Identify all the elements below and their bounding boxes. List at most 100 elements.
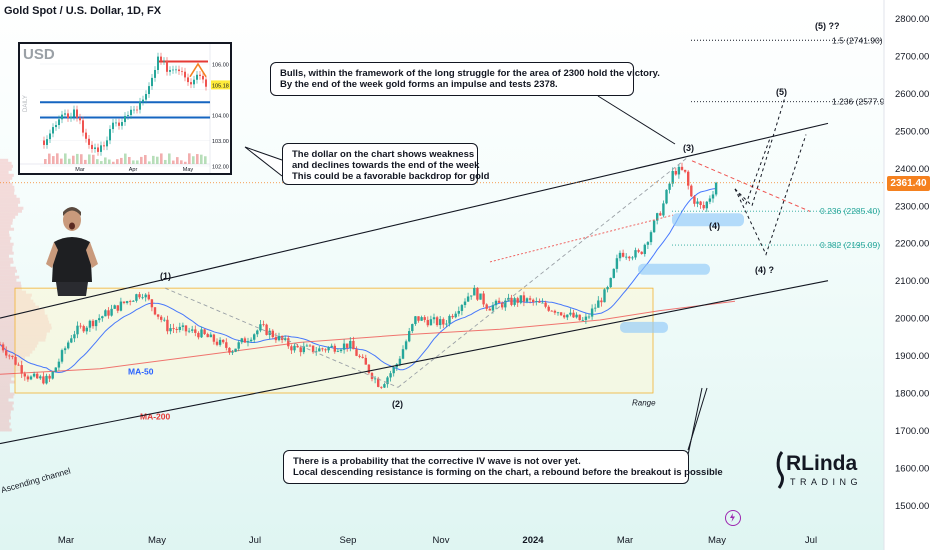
volume-profile-bar	[0, 203, 19, 207]
inset-candle-body	[76, 109, 78, 118]
candle-body	[119, 301, 123, 311]
candle-body	[377, 378, 380, 387]
inset-candle-body	[154, 69, 156, 78]
volume-profile-bar	[0, 290, 27, 294]
candle-body	[411, 324, 414, 332]
volume-profile-bar	[0, 251, 14, 255]
inset-y-tick: 104.00	[212, 114, 229, 120]
volume-profile-bar	[0, 221, 13, 225]
inset-candle-body	[106, 140, 108, 147]
inset-volume-bar	[112, 161, 115, 164]
candle-body	[67, 342, 70, 349]
projection-path-b	[734, 138, 771, 205]
candle-body	[166, 319, 169, 332]
candle-body	[587, 316, 591, 318]
candle-body	[302, 346, 305, 353]
inset-candle-body	[139, 101, 141, 110]
wave-connector	[164, 287, 399, 388]
usd-inset-chart: USD DAILY 106.00 105.18 104.00 103.00 102.00…	[18, 42, 232, 175]
candle-body	[0, 344, 2, 346]
inset-candle-body	[184, 71, 186, 78]
candle-body	[485, 304, 488, 309]
inset-volume-bar	[72, 155, 75, 164]
corrective-callout-line-1: There is a probability that the correcti…	[293, 456, 581, 467]
candle-body	[116, 305, 119, 311]
inset-candle-body	[118, 122, 120, 126]
inset-candle-body	[130, 109, 132, 116]
volume-profile-bar	[0, 341, 39, 345]
candle-body	[20, 365, 23, 374]
candle-body	[637, 250, 640, 252]
lightning-icon[interactable]	[725, 510, 741, 526]
candle-body	[274, 337, 278, 341]
support-zone	[638, 263, 710, 275]
candle-body	[138, 294, 141, 298]
volume-profile-bar	[0, 350, 33, 354]
callout-tail	[687, 387, 703, 456]
volume-profile-bar	[0, 368, 21, 372]
inset-candle-body	[196, 74, 198, 80]
callout-tail	[244, 146, 283, 177]
candle-body	[160, 316, 163, 320]
inset-projection-arrow	[189, 62, 207, 78]
channel-upper-line	[0, 122, 829, 319]
inset-candle-body	[175, 69, 177, 71]
inset-volume-bar	[140, 156, 143, 164]
candle-body	[336, 351, 340, 352]
candle-body	[243, 338, 247, 343]
candle-body	[646, 242, 650, 245]
time-tick-label: May	[708, 535, 726, 546]
price-tick-label: 2000.00	[895, 314, 929, 325]
candle-body	[494, 300, 498, 306]
usd-inset-svg: USD DAILY 106.00 105.18 104.00 103.00 102.00…	[20, 44, 230, 173]
candle-body	[88, 320, 92, 328]
candle-body	[575, 314, 578, 318]
volume-profile-bar	[0, 389, 10, 393]
candle-body	[516, 298, 519, 303]
candle-body	[82, 326, 85, 332]
inset-volume-bar	[96, 159, 99, 164]
candle-body	[473, 288, 476, 296]
price-tick-label: 1600.00	[895, 463, 929, 474]
volume-profile-bar	[0, 164, 13, 168]
candle-body	[380, 386, 383, 388]
inset-side-label: DAILY	[23, 95, 29, 112]
candle-body	[101, 316, 104, 319]
fib-level-label: 1.236 (2577.95)	[832, 97, 892, 107]
volume-profile-bar	[0, 200, 21, 204]
candle-body	[525, 298, 529, 302]
candle-body	[442, 319, 445, 325]
candle-body	[256, 330, 259, 335]
inset-volume-bar	[156, 156, 159, 164]
candle-body	[563, 315, 566, 318]
candle-body	[401, 349, 405, 359]
candle-body	[510, 297, 513, 305]
candle-body	[429, 319, 433, 326]
inset-volume-bar	[196, 154, 199, 164]
candle-body	[457, 310, 460, 314]
inset-volume-bar	[136, 160, 139, 164]
candle-body	[132, 300, 135, 302]
candle-body	[215, 341, 219, 345]
fib-level-label: 1.5 (2741.90)	[832, 35, 883, 45]
inset-volume-bar	[60, 158, 63, 164]
candle-body	[414, 316, 417, 325]
price-tick-label: 2200.00	[895, 239, 929, 250]
candle-body	[76, 325, 79, 335]
inset-volume-bar	[48, 153, 51, 164]
time-axis: Mar May Jul Sep Nov 2024 Mar May Jul	[58, 535, 817, 546]
candle-body	[48, 375, 51, 379]
candle-body	[98, 318, 101, 321]
price-tick-label: 1800.00	[895, 389, 929, 400]
price-tick-label: 2100.00	[895, 276, 929, 287]
wave-label: (1)	[160, 271, 171, 281]
candle-body	[181, 325, 185, 327]
inset-candle-body	[160, 56, 162, 62]
volume-profile-bar	[0, 305, 39, 309]
wave-label: (2)	[392, 399, 403, 409]
candle-body	[311, 345, 315, 353]
candle-body	[386, 377, 389, 385]
candle-body	[79, 325, 82, 327]
